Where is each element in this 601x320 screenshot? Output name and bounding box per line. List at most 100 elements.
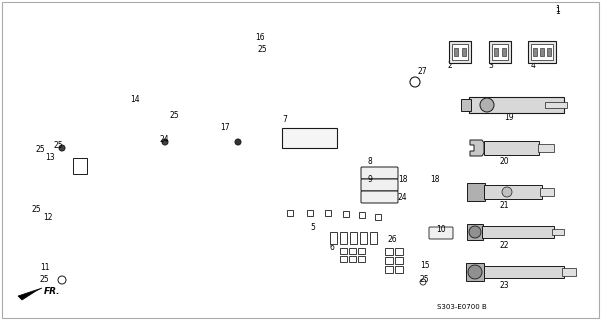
Text: 14: 14 [130,95,139,105]
Bar [340,248,347,254]
Text: 7: 7 [282,116,287,124]
Text: 22: 22 [500,241,510,250]
Bar [484,185,542,199]
Circle shape [502,187,512,197]
Text: 1: 1 [555,5,560,14]
Polygon shape [18,288,42,300]
Text: 5: 5 [310,223,315,233]
Bar [492,44,508,60]
Text: 4: 4 [531,60,536,69]
Bar [467,224,483,240]
Text: 26: 26 [388,236,398,244]
Bar [452,44,468,60]
Circle shape [162,139,168,145]
Bar [494,48,498,56]
Bar [360,232,367,244]
Bar [489,41,511,63]
Text: FR.: FR. [44,287,61,297]
Circle shape [468,265,482,279]
Text: 23: 23 [500,282,510,291]
Text: 21: 21 [500,201,510,210]
Bar [540,48,544,56]
Bar [340,232,347,244]
Bar [545,102,567,108]
Bar [330,232,337,244]
Bar [395,266,403,273]
Bar [484,141,539,155]
Text: 15: 15 [420,261,430,270]
Bar [340,256,347,262]
Text: 25: 25 [54,141,64,150]
Bar [531,44,553,60]
Text: 25: 25 [32,205,41,214]
Bar [540,188,554,196]
Circle shape [59,145,65,151]
Bar [307,210,313,216]
Bar [436,20,596,298]
Text: 20: 20 [500,157,510,166]
Bar [466,263,484,281]
Text: 24: 24 [398,194,407,203]
Bar [395,257,403,264]
Text: 25: 25 [258,45,267,54]
Text: 11: 11 [40,263,49,273]
Text: 25: 25 [420,276,430,284]
Text: 18: 18 [430,175,439,185]
Bar [454,48,458,56]
Bar [350,232,357,244]
Text: 25: 25 [40,276,50,284]
Bar [482,226,554,238]
Bar [385,248,393,255]
Bar [358,256,365,262]
Bar [538,144,554,152]
Bar [395,248,403,255]
Text: 25: 25 [35,146,44,155]
Bar [469,97,564,113]
Text: 13: 13 [45,154,55,163]
Bar [467,183,485,201]
Bar [73,158,87,174]
Bar [547,48,551,56]
Circle shape [235,139,241,145]
Text: S303-E0700 B: S303-E0700 B [437,304,487,310]
Text: 27: 27 [418,68,428,76]
Text: 24: 24 [160,135,169,145]
Polygon shape [470,140,484,156]
Text: 10: 10 [436,226,445,235]
Text: 25: 25 [170,110,180,119]
Bar [461,99,471,111]
Text: 2: 2 [448,60,453,69]
Bar [343,211,349,217]
Bar [462,48,466,56]
Circle shape [480,98,494,112]
Text: 6: 6 [330,244,335,252]
Bar [449,41,471,63]
Text: 8: 8 [368,157,373,166]
FancyBboxPatch shape [361,167,398,179]
Bar [349,248,356,254]
Bar [359,212,365,218]
Bar [349,256,356,262]
FancyBboxPatch shape [361,179,398,191]
Bar [502,48,506,56]
Bar [385,257,393,264]
FancyBboxPatch shape [429,227,453,239]
Bar [484,266,564,278]
Bar [533,48,537,56]
Text: 3: 3 [488,60,493,69]
Text: 19: 19 [504,114,514,123]
Text: 1: 1 [555,6,560,15]
Circle shape [469,226,481,238]
Bar [325,210,331,216]
Text: 18: 18 [398,175,407,185]
Text: 17: 17 [220,124,230,132]
Bar [562,268,576,276]
Bar [287,210,293,216]
Bar [552,229,564,235]
Bar [375,214,381,220]
Text: 12: 12 [43,213,52,222]
Bar [385,266,393,273]
Bar [358,248,365,254]
Bar [528,41,556,63]
Bar [282,128,337,148]
